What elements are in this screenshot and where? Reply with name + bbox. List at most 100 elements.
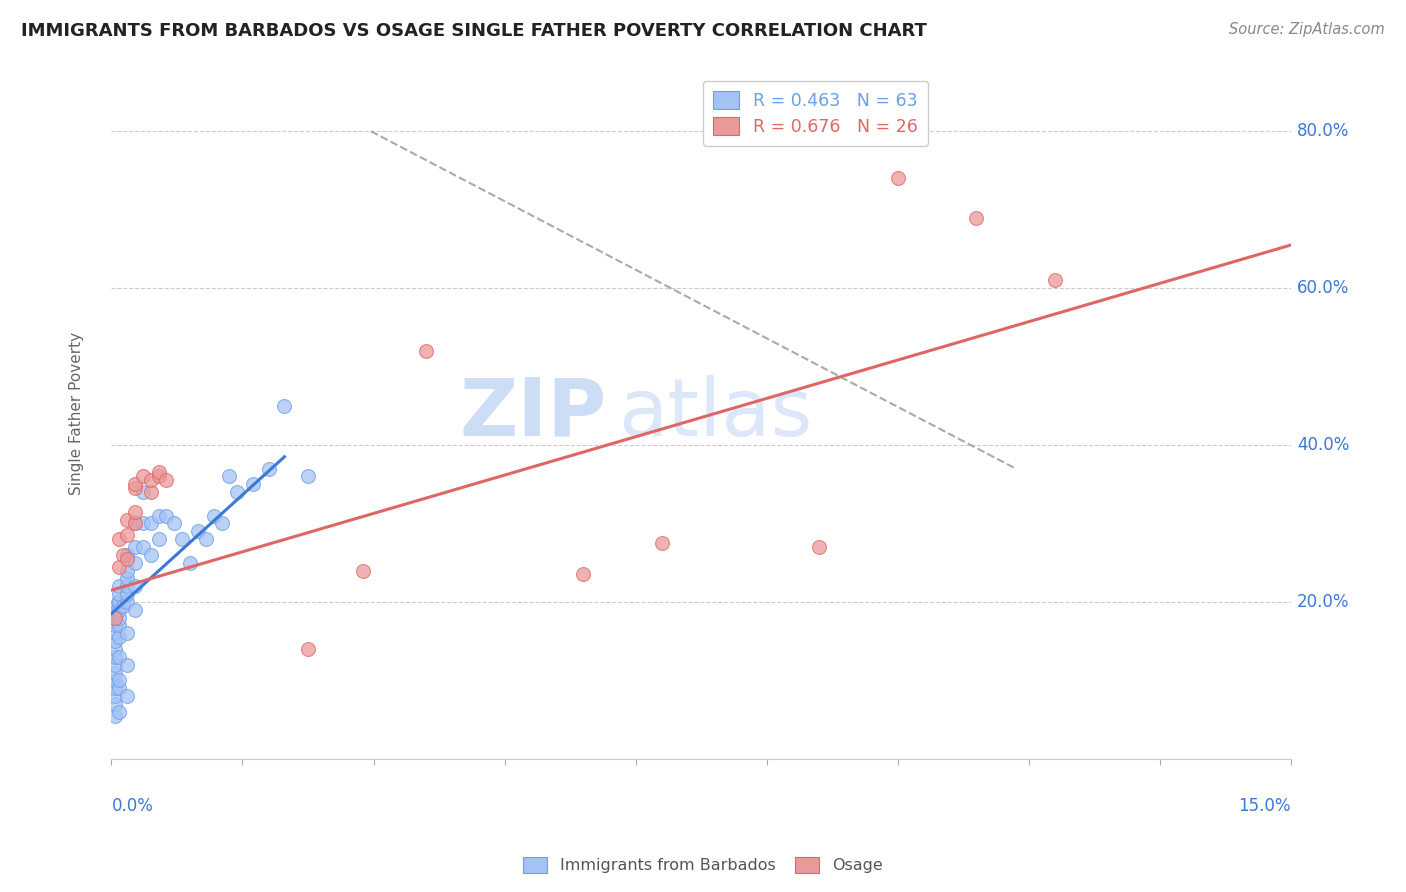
Legend: Immigrants from Barbados, Osage: Immigrants from Barbados, Osage bbox=[517, 850, 889, 880]
Text: Single Father Poverty: Single Father Poverty bbox=[69, 332, 83, 495]
Text: 0.0%: 0.0% bbox=[111, 797, 153, 814]
Point bbox=[194, 532, 217, 546]
Point bbox=[104, 673, 127, 688]
Point bbox=[108, 559, 131, 574]
Point bbox=[124, 516, 146, 531]
Point bbox=[572, 567, 595, 582]
Point bbox=[104, 697, 127, 711]
Point bbox=[104, 657, 127, 672]
Point bbox=[139, 473, 162, 487]
Point bbox=[115, 657, 138, 672]
Point bbox=[108, 579, 131, 593]
Point bbox=[1043, 273, 1066, 287]
Point bbox=[105, 603, 128, 617]
Text: atlas: atlas bbox=[619, 375, 813, 452]
Point bbox=[415, 343, 437, 358]
Point bbox=[112, 599, 135, 613]
Point bbox=[297, 469, 319, 483]
Point bbox=[139, 548, 162, 562]
Point bbox=[104, 607, 127, 621]
Point bbox=[172, 532, 194, 546]
Point bbox=[104, 618, 127, 632]
Point bbox=[104, 681, 127, 696]
Point bbox=[115, 548, 138, 562]
Point bbox=[155, 473, 177, 487]
Point bbox=[104, 634, 127, 648]
Point bbox=[108, 587, 131, 601]
Text: Source: ZipAtlas.com: Source: ZipAtlas.com bbox=[1229, 22, 1385, 37]
Point bbox=[104, 642, 127, 657]
Point bbox=[115, 587, 138, 601]
Point bbox=[808, 540, 831, 554]
Point bbox=[148, 466, 170, 480]
Point bbox=[104, 708, 127, 723]
Text: 40.0%: 40.0% bbox=[1296, 436, 1350, 454]
Point bbox=[124, 579, 146, 593]
Point bbox=[104, 689, 127, 703]
Point bbox=[115, 595, 138, 609]
Point bbox=[108, 681, 131, 696]
Point bbox=[148, 532, 170, 546]
Point bbox=[257, 461, 280, 475]
Point bbox=[115, 626, 138, 640]
Point bbox=[155, 508, 177, 523]
Point bbox=[187, 524, 209, 539]
Point bbox=[124, 516, 146, 531]
Point bbox=[108, 649, 131, 664]
Text: 15.0%: 15.0% bbox=[1239, 797, 1291, 814]
Point bbox=[107, 595, 129, 609]
Point bbox=[108, 618, 131, 632]
Point bbox=[148, 508, 170, 523]
Point bbox=[163, 516, 186, 531]
Text: 60.0%: 60.0% bbox=[1296, 279, 1350, 297]
Point bbox=[651, 536, 673, 550]
Point bbox=[108, 595, 131, 609]
Point bbox=[104, 626, 127, 640]
Point bbox=[297, 642, 319, 657]
Point bbox=[132, 485, 155, 500]
Point bbox=[139, 485, 162, 500]
Point bbox=[132, 540, 155, 554]
Point bbox=[965, 211, 987, 225]
Point bbox=[273, 399, 295, 413]
Point bbox=[124, 505, 146, 519]
Point bbox=[104, 610, 127, 624]
Point bbox=[115, 579, 138, 593]
Point bbox=[115, 551, 138, 566]
Text: 20.0%: 20.0% bbox=[1296, 593, 1350, 611]
Point bbox=[115, 564, 138, 578]
Point bbox=[226, 485, 249, 500]
Point bbox=[104, 610, 127, 624]
Point bbox=[124, 481, 146, 495]
Point bbox=[108, 630, 131, 644]
Point bbox=[104, 665, 127, 680]
Point bbox=[139, 516, 162, 531]
Point bbox=[202, 508, 225, 523]
Point bbox=[211, 516, 233, 531]
Point bbox=[179, 556, 201, 570]
Point bbox=[108, 610, 131, 624]
Text: 80.0%: 80.0% bbox=[1296, 122, 1350, 140]
Text: ZIP: ZIP bbox=[460, 375, 607, 452]
Point bbox=[148, 469, 170, 483]
Point bbox=[108, 673, 131, 688]
Point bbox=[115, 689, 138, 703]
Point bbox=[352, 564, 374, 578]
Point bbox=[115, 571, 138, 585]
Point bbox=[108, 705, 131, 719]
Text: IMMIGRANTS FROM BARBADOS VS OSAGE SINGLE FATHER POVERTY CORRELATION CHART: IMMIGRANTS FROM BARBADOS VS OSAGE SINGLE… bbox=[21, 22, 927, 40]
Point bbox=[242, 477, 264, 491]
Point bbox=[108, 603, 131, 617]
Point bbox=[124, 540, 146, 554]
Point bbox=[108, 532, 131, 546]
Point bbox=[124, 556, 146, 570]
Point bbox=[132, 469, 155, 483]
Point bbox=[132, 516, 155, 531]
Point bbox=[886, 171, 908, 186]
Point bbox=[115, 512, 138, 526]
Point bbox=[112, 548, 135, 562]
Point bbox=[124, 603, 146, 617]
Point bbox=[104, 649, 127, 664]
Legend: R = 0.463   N = 63, R = 0.676   N = 26: R = 0.463 N = 63, R = 0.676 N = 26 bbox=[703, 80, 928, 146]
Point bbox=[218, 469, 240, 483]
